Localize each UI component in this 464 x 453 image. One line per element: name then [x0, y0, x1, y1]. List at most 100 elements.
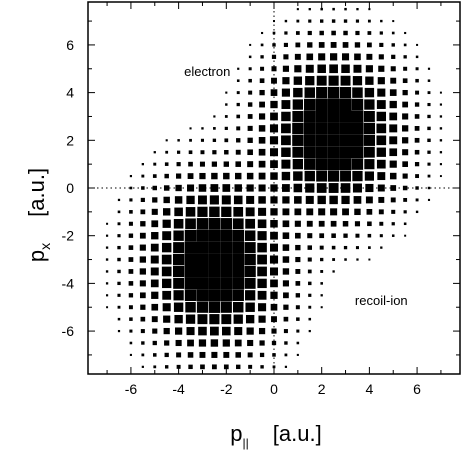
density-square	[414, 102, 420, 107]
density-square	[232, 289, 244, 302]
density-square	[258, 160, 266, 168]
density-square	[129, 198, 133, 202]
density-square	[233, 314, 243, 324]
density-square	[213, 115, 216, 118]
density-square	[271, 316, 277, 323]
density-square	[270, 243, 278, 252]
density-square	[164, 365, 169, 369]
density-square	[367, 233, 372, 238]
x-tick-label: 4	[365, 381, 373, 397]
density-square	[209, 326, 219, 336]
density-square	[174, 314, 183, 324]
density-square	[161, 254, 172, 265]
density-square	[308, 281, 312, 286]
density-square	[293, 76, 303, 85]
density-square	[173, 218, 184, 229]
density-square	[247, 161, 254, 168]
density-square	[151, 232, 159, 240]
density-square	[283, 304, 289, 310]
density-square	[172, 253, 185, 266]
density-square	[308, 317, 312, 321]
density-square	[352, 76, 363, 86]
density-square	[327, 146, 340, 159]
density-square	[352, 183, 362, 193]
density-square	[283, 329, 288, 334]
density-square	[316, 170, 328, 182]
density-square	[320, 7, 323, 11]
density-square	[315, 110, 328, 123]
annotations: electron recoil-ion	[184, 64, 408, 308]
density-square	[199, 172, 206, 180]
density-square	[259, 78, 265, 84]
density-square	[220, 265, 233, 278]
density-square	[282, 268, 290, 275]
density-square	[141, 162, 145, 166]
density-square	[232, 241, 245, 254]
density-square	[224, 115, 228, 118]
density-square	[343, 19, 348, 23]
density-square	[292, 110, 304, 122]
density-square	[139, 232, 146, 239]
density-square	[200, 364, 205, 370]
density-square	[403, 55, 407, 59]
density-square	[198, 195, 207, 205]
density-square	[344, 7, 347, 11]
density-square	[415, 67, 419, 71]
density-square	[306, 208, 314, 216]
density-square	[402, 101, 409, 108]
density-square	[332, 270, 335, 273]
density-square	[260, 365, 264, 369]
x-axis-symbol: p	[230, 421, 242, 446]
density-square	[339, 110, 352, 123]
density-square	[249, 43, 252, 46]
density-square	[327, 86, 340, 99]
density-square	[376, 147, 386, 157]
density-square	[380, 19, 383, 23]
density-square	[220, 253, 233, 266]
density-square	[185, 314, 196, 324]
density-square	[270, 303, 278, 311]
density-square	[315, 134, 328, 147]
density-square	[296, 341, 300, 345]
density-square	[389, 160, 397, 168]
density-square	[343, 30, 348, 36]
density-square	[232, 301, 244, 313]
density-square	[427, 138, 431, 143]
density-square	[128, 221, 133, 226]
density-square	[364, 99, 375, 110]
density-square	[165, 150, 169, 154]
density-square	[404, 234, 407, 237]
density-square	[152, 185, 158, 191]
density-square	[368, 258, 371, 261]
density-square	[303, 110, 316, 123]
density-square	[162, 219, 171, 228]
density-square	[340, 75, 351, 86]
density-square	[176, 162, 181, 167]
density-square	[295, 42, 301, 48]
density-square	[303, 146, 316, 159]
density-square	[366, 53, 373, 60]
density-square	[209, 314, 220, 325]
density-square	[246, 172, 254, 180]
density-square	[284, 365, 288, 368]
density-square	[106, 306, 109, 309]
density-square	[213, 127, 216, 130]
density-square	[245, 314, 255, 324]
density-square	[153, 151, 156, 154]
density-square	[247, 102, 253, 107]
density-square	[315, 122, 328, 135]
density-square	[258, 327, 266, 335]
density-square	[282, 184, 290, 192]
density-square	[376, 100, 386, 109]
density-square	[200, 138, 204, 142]
density-square	[201, 127, 204, 130]
density-square	[260, 55, 264, 59]
density-square	[184, 253, 197, 266]
density-square	[173, 302, 184, 312]
density-square	[307, 257, 312, 262]
density-square	[234, 184, 242, 192]
density-square	[296, 329, 300, 333]
density-square	[305, 195, 314, 204]
density-square	[328, 170, 340, 182]
density-square	[364, 171, 374, 181]
